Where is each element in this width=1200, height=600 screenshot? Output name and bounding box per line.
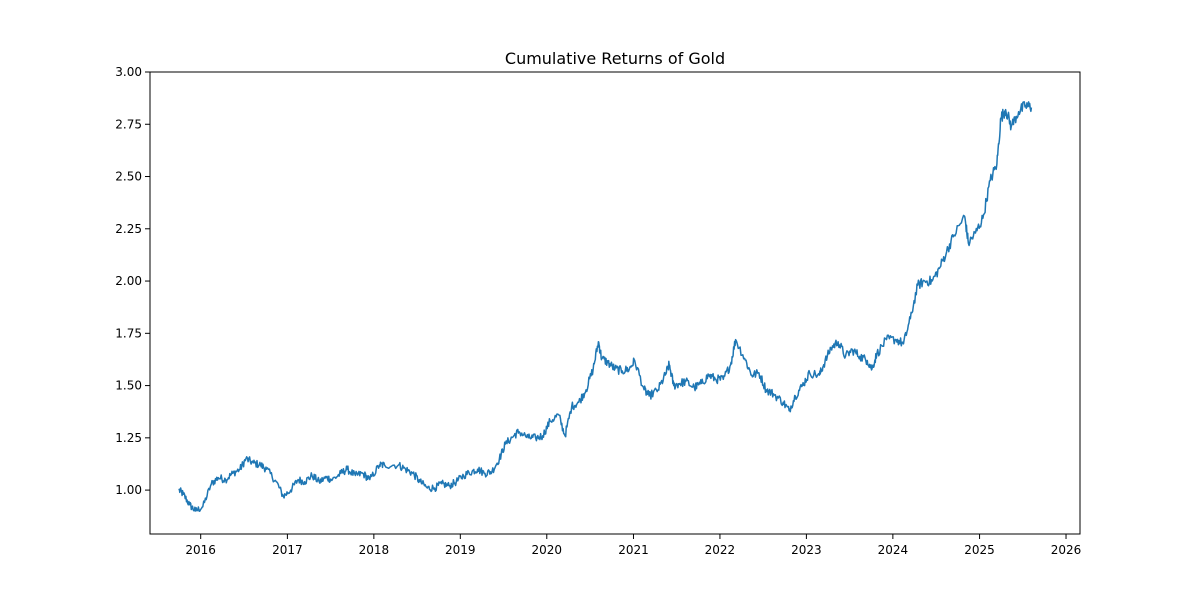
x-tick-label: 2020 — [532, 543, 563, 557]
x-tick-label: 2025 — [964, 543, 995, 557]
y-tick-label: 2.75 — [115, 117, 142, 131]
x-tick-label: 2021 — [618, 543, 649, 557]
axes-frame — [149, 71, 1081, 535]
x-tick-label: 2019 — [445, 543, 476, 557]
y-axis: 1.00 1.25 1.50 1.75 2.00 2.25 2.50 2.75 3.00 — [115, 65, 150, 497]
series-line-gold — [178, 101, 1033, 513]
y-tick-label: 2.00 — [115, 274, 142, 288]
x-tick-label: 2018 — [359, 543, 390, 557]
y-tick-label: 2.50 — [115, 170, 142, 184]
y-tick-label: 1.75 — [115, 326, 142, 340]
x-tick-label: 2023 — [791, 543, 822, 557]
y-tick-label: 3.00 — [115, 65, 142, 79]
x-tick-label: 2024 — [878, 543, 909, 557]
x-tick-label: 2017 — [272, 543, 303, 557]
y-tick-label: 1.00 — [115, 483, 142, 497]
x-axis: 2016 2017 2018 2019 2020 2021 2022 2023 2024 2025… — [185, 534, 1081, 557]
x-tick-label: 2022 — [705, 543, 736, 557]
y-tick-label: 1.25 — [115, 431, 142, 445]
chart-title: Cumulative Returns of Gold — [505, 49, 725, 68]
y-tick-label: 1.50 — [115, 379, 142, 393]
x-tick-label: 2016 — [185, 543, 216, 557]
plot-area — [178, 101, 1033, 513]
y-tick-label: 2.25 — [115, 222, 142, 236]
x-tick-label: 2026 — [1051, 543, 1082, 557]
